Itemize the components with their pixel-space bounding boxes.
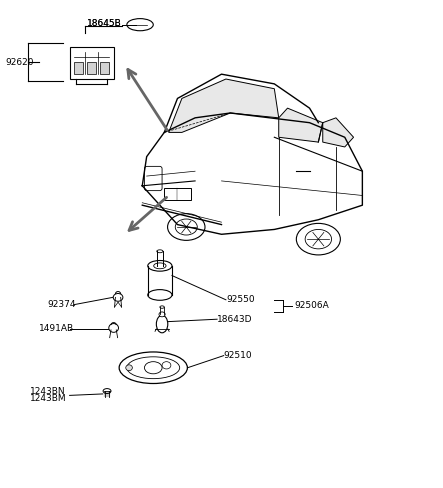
Ellipse shape (159, 312, 165, 317)
Ellipse shape (156, 315, 168, 333)
Text: 92550: 92550 (226, 295, 255, 305)
Text: 92506A: 92506A (294, 301, 329, 310)
Bar (74, 62, 83, 74)
Text: 1491AB: 1491AB (39, 325, 74, 333)
Ellipse shape (126, 365, 132, 371)
Ellipse shape (127, 357, 180, 379)
Ellipse shape (103, 388, 111, 393)
Polygon shape (279, 108, 323, 142)
Ellipse shape (154, 263, 166, 269)
Text: 1243BN: 1243BN (30, 387, 66, 396)
Ellipse shape (296, 224, 340, 255)
Ellipse shape (160, 306, 164, 308)
Text: 92620: 92620 (6, 58, 34, 66)
Ellipse shape (109, 324, 118, 332)
Ellipse shape (162, 362, 171, 369)
Ellipse shape (113, 293, 123, 301)
Polygon shape (323, 118, 354, 147)
Text: 18643D: 18643D (217, 315, 253, 324)
Ellipse shape (148, 261, 172, 271)
Text: 1243BM: 1243BM (30, 394, 66, 403)
Ellipse shape (119, 352, 187, 384)
Ellipse shape (305, 229, 331, 249)
Polygon shape (169, 79, 279, 132)
Ellipse shape (127, 19, 153, 31)
Bar (164, 188, 190, 201)
Text: 18645B: 18645B (87, 19, 122, 28)
Ellipse shape (175, 219, 197, 235)
Bar (87, 62, 96, 74)
Ellipse shape (157, 250, 163, 253)
Bar (101, 62, 109, 74)
Ellipse shape (148, 289, 172, 300)
Text: 92374: 92374 (47, 300, 76, 309)
Text: 18645B: 18645B (87, 19, 122, 28)
FancyBboxPatch shape (144, 166, 162, 191)
Ellipse shape (167, 214, 205, 241)
Text: 92510: 92510 (224, 351, 253, 360)
Ellipse shape (144, 362, 162, 374)
FancyBboxPatch shape (70, 47, 114, 79)
